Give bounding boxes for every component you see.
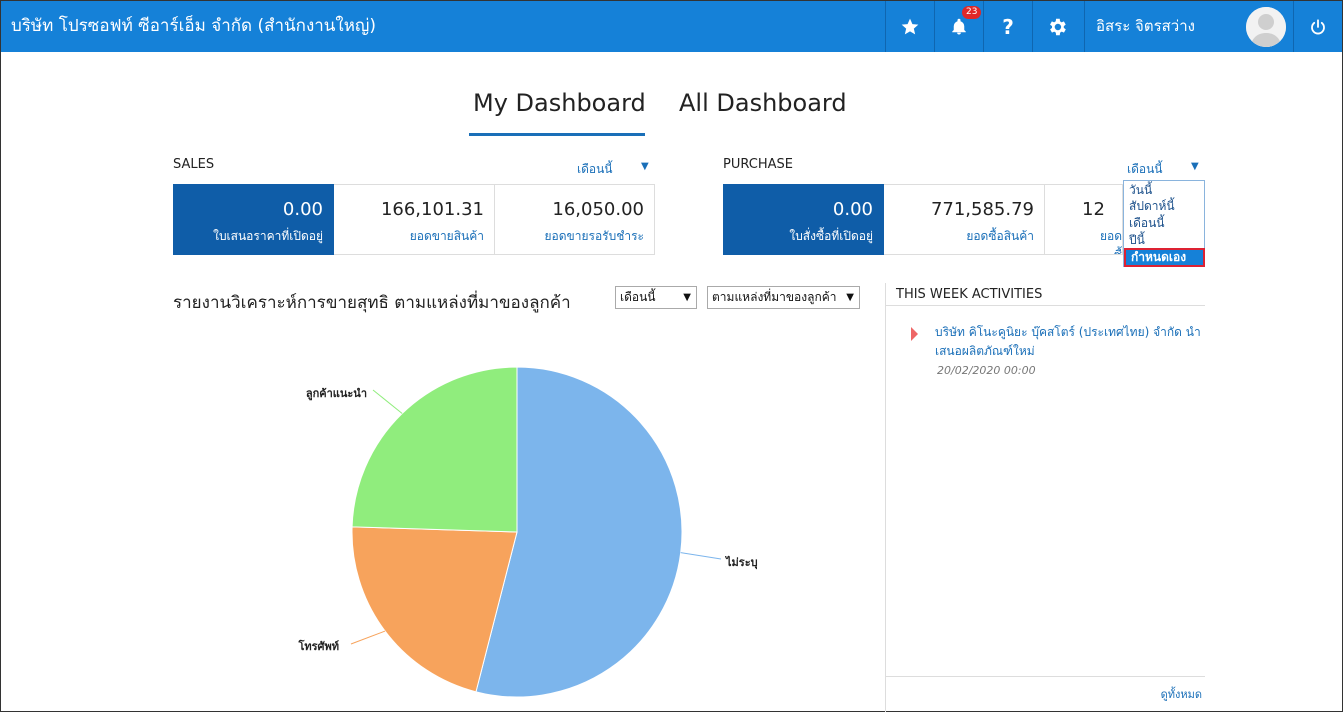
pie-label: โทรศัพท์ [297, 639, 339, 653]
activity-date: 20/02/2020 00:00 [937, 364, 1036, 377]
card-label: ยอดซื้ [1099, 229, 1122, 255]
view-all-link[interactable]: ดูทั้งหมด [1160, 688, 1202, 701]
card-label: ยอดขายสินค้า [409, 229, 484, 243]
tab-my-dashboard[interactable]: My Dashboard [473, 89, 646, 117]
logout-button[interactable] [1293, 1, 1342, 52]
username[interactable]: อิสระ จิตรสว่าง [1096, 17, 1195, 35]
chevron-down-icon[interactable]: ▼ [641, 161, 649, 172]
sales-card-sales[interactable]: 166,101.31 ยอดขายสินค้า [334, 184, 495, 255]
card-value: 16,050.00 [552, 199, 644, 220]
user-menu[interactable]: อิสระ จิตรสว่าง [1084, 1, 1293, 52]
help-button[interactable]: ? [983, 1, 1032, 52]
card-value: 166,101.31 [380, 199, 484, 220]
pie-chart: ไม่ระบุโทรศัพท์ ลูกค้าแนะนำ [281, 346, 841, 710]
sales-title: SALES [173, 157, 215, 172]
menu-item-this-week[interactable]: สัปดาห์นี้ [1129, 199, 1175, 213]
card-label: ใบสั่งซื้อที่เปิดอยู่ [789, 229, 873, 243]
card-value: 771,585.79 [930, 199, 1034, 220]
star-icon [901, 18, 919, 34]
notification-badge: 23 [962, 6, 982, 19]
menu-item-today[interactable]: วันนี้ [1129, 183, 1153, 197]
pie-chart-svg: ไม่ระบุโทรศัพท์ ลูกค้าแนะนำ [297, 366, 758, 698]
sales-card-open-quotations[interactable]: 0.00 ใบเสนอราคาที่เปิดอยู่ [173, 184, 334, 255]
report-title: รายงานวิเคราะห์การขายสุทธิ ตามแหล่งที่มา… [173, 293, 571, 313]
card-label: ยอดขายรอรับชำระ [544, 229, 645, 243]
pie-connector [680, 552, 722, 560]
notifications-button[interactable]: 23 [934, 1, 983, 52]
report-period-select[interactable]: เดือนนี้ ▼ [615, 286, 697, 309]
card-value: 0.00 [282, 199, 323, 220]
purchase-title: PURCHASE [723, 157, 793, 172]
activity-link[interactable]: บริษัท คิโนะคูนิยะ บุ๊คสโตร์ (ประเทศไทย)… [935, 325, 1201, 358]
favorites-button[interactable] [885, 1, 934, 52]
activities-title: THIS WEEK ACTIVITIES [896, 287, 1043, 302]
chevron-down-icon: ▼ [846, 292, 854, 303]
pie-slice[interactable] [351, 526, 518, 693]
sales-card-pending-payment[interactable]: 16,050.00 ยอดขายรอรับชำระ [495, 184, 655, 255]
pie-slice[interactable] [351, 366, 518, 533]
purchase-card-purchases[interactable]: 771,585.79 ยอดซื้อสินค้า [884, 184, 1045, 255]
active-tab-indicator [469, 133, 645, 136]
sales-cards: 0.00 ใบเสนอราคาที่เปิดอยู่ 166,101.31 ยอ… [173, 184, 655, 255]
select-value: เดือนนี้ [620, 290, 656, 304]
bell-icon [952, 18, 966, 34]
report-source-select[interactable]: ตามแหล่งที่มาของลูกค้า ▼ [707, 286, 860, 309]
menu-item-this-year[interactable]: ปีนี้ [1129, 233, 1145, 247]
tab-all-dashboard[interactable]: All Dashboard [679, 89, 847, 117]
purchase-card-pending[interactable]: 12 ยอดซื้ [1045, 184, 1123, 255]
chevron-down-icon[interactable]: ▼ [1191, 161, 1199, 172]
settings-button[interactable] [1032, 1, 1081, 52]
gear-icon [1050, 18, 1066, 35]
help-icon: ? [1002, 14, 1014, 39]
company-name[interactable]: บริษัท โปรซอฟท์ ซีอาร์เอ็ม จำกัด (สำนักง… [11, 16, 377, 36]
period-dropdown-menu: วันนี้ สัปดาห์นี้ เดือนนี้ ปีนี้ กำหนดเอ… [1123, 180, 1205, 267]
divider [886, 305, 1205, 306]
pie-connector [350, 630, 386, 645]
pie-label: ลูกค้าแนะนำ [306, 387, 367, 401]
user-avatar-icon [1246, 7, 1286, 47]
power-icon [1311, 18, 1325, 34]
purchase-cards: 0.00 ใบสั่งซื้อที่เปิดอยู่ 771,585.79 ยอ… [723, 184, 1123, 255]
avatar[interactable] [1246, 7, 1286, 47]
card-label: ยอดซื้อสินค้า [966, 229, 1034, 243]
top-bar: บริษัท โปรซอฟท์ ซีอาร์เอ็ม จำกัด (สำนักง… [1, 1, 1342, 52]
card-label: ใบเสนอราคาที่เปิดอยู่ [213, 229, 323, 243]
purchase-card-open-orders[interactable]: 0.00 ใบสั่งซื้อที่เปิดอยู่ [723, 184, 884, 255]
chevron-down-icon: ▼ [683, 292, 691, 303]
pie-slice[interactable] [475, 366, 683, 698]
pie-connector [372, 389, 403, 414]
select-value: ตามแหล่งที่มาของลูกค้า [712, 290, 837, 304]
activities-panel: THIS WEEK ACTIVITIES บริษัท คิโนะคูนิยะ … [885, 283, 1205, 712]
menu-item-custom[interactable]: กำหนดเอง [1124, 248, 1205, 267]
divider [886, 676, 1205, 677]
card-value: 0.00 [832, 199, 873, 220]
menu-item-this-month[interactable]: เดือนนี้ [1129, 216, 1165, 230]
pie-label: ไม่ระบุ [724, 555, 758, 570]
purchase-period-select[interactable]: เดือนนี้ [1127, 162, 1163, 176]
activity-marker-icon [911, 327, 918, 341]
card-value: 12 [1082, 199, 1105, 220]
sales-period-select[interactable]: เดือนนี้ [577, 162, 613, 176]
